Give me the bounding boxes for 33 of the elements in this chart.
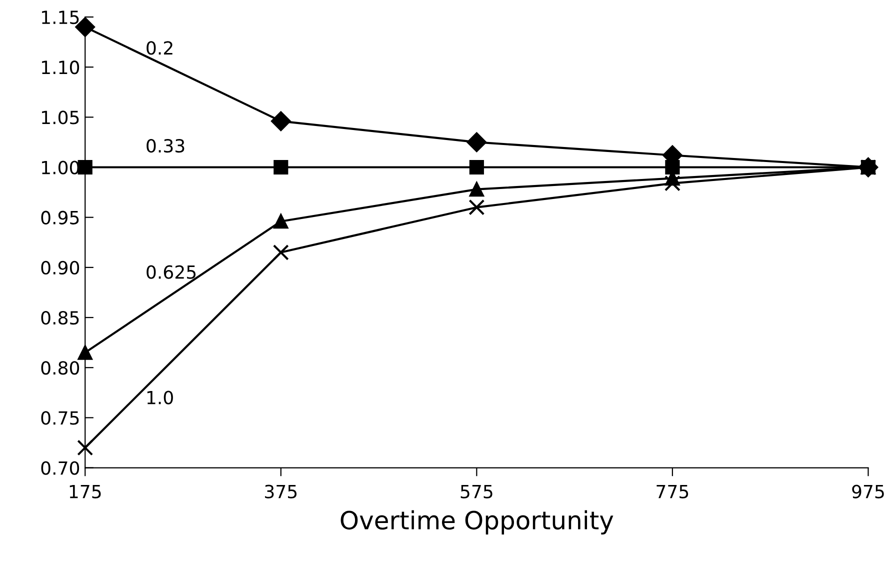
x-tick-label: 175 [70, 484, 101, 498]
point [274, 214, 288, 229]
point [468, 199, 485, 216]
series-label: 0.33 [146, 139, 184, 153]
point [664, 175, 680, 192]
x-axis-title: Overtime Opportunity [340, 510, 614, 534]
x-tick-label: 975 [852, 484, 884, 498]
y-tick-label: 1.10 [42, 60, 80, 74]
y-tick-label: 0.90 [41, 260, 80, 275]
point [469, 182, 484, 197]
point [272, 244, 289, 260]
y-tick-label: 0.75 [41, 411, 79, 425]
series-label: 0.625 [146, 265, 196, 279]
y-tick-label: 0.95 [41, 210, 79, 224]
series-label: 1.0 [147, 390, 173, 404]
x-tick-label: 575 [460, 484, 492, 498]
point [274, 160, 288, 175]
y-tick-label: 1.15 [42, 10, 79, 24]
point [469, 160, 484, 175]
x-tick-label: 375 [265, 484, 297, 498]
point [77, 440, 94, 456]
x-tick-label: 775 [656, 484, 688, 498]
y-tick-label: 0.80 [41, 361, 80, 375]
point [665, 160, 680, 175]
point [78, 160, 92, 175]
y-tick-label: 1.05 [42, 110, 79, 124]
y-tick-label: 0.85 [41, 310, 79, 325]
point [466, 132, 487, 152]
series-label: 0.2 [146, 41, 172, 55]
y-tick-label: 1.00 [42, 160, 80, 174]
point [271, 111, 291, 132]
y-tick-label: 0.70 [41, 461, 80, 475]
point [78, 345, 92, 360]
